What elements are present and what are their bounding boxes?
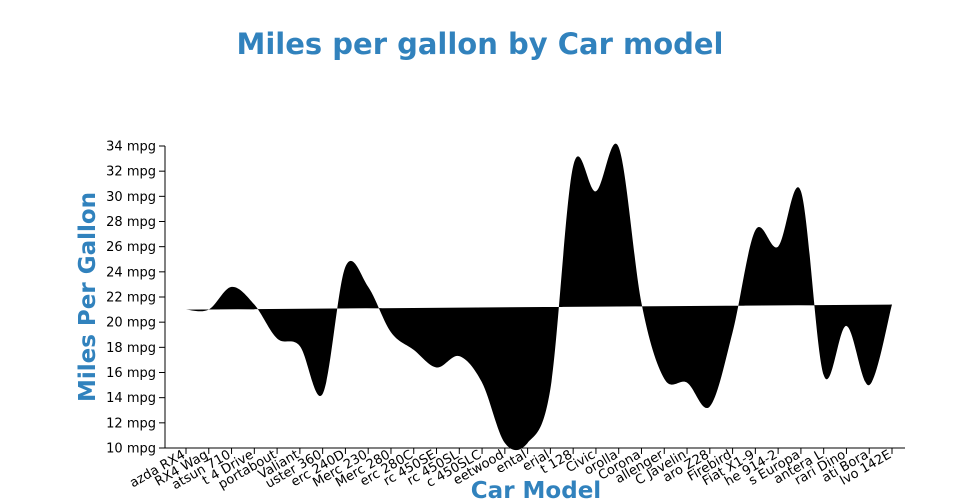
y-axis-title: Miles Per Gallon — [75, 192, 101, 402]
y-tick-label: 26 mpg — [106, 240, 156, 255]
y-tick-label: 16 mpg — [106, 366, 156, 381]
y-tick-label: 12 mpg — [106, 416, 156, 431]
chart-title: Miles per gallon by Car model — [237, 27, 724, 61]
y-tick-label: 10 mpg — [106, 442, 156, 457]
y-tick-label: 14 mpg — [106, 391, 156, 406]
x-axis-title: Car Model — [471, 478, 601, 500]
y-tick-label: 30 mpg — [106, 190, 156, 205]
y-tick-label: 18 mpg — [106, 341, 156, 356]
y-axis: 10 mpg 12 mpg 14 mpg 16 mpg 18 mpg 20 mpg 22 m… — [106, 140, 166, 457]
y-tick-label: 32 mpg — [106, 165, 156, 180]
y-tick-label: 22 mpg — [106, 291, 156, 306]
mpg-area — [186, 143, 892, 451]
y-tick-label: 28 mpg — [106, 215, 156, 230]
plot-area — [186, 143, 892, 451]
y-tick-label: 34 mpg — [106, 140, 156, 155]
y-tick-label: 24 mpg — [106, 265, 156, 280]
y-tick-label: 20 mpg — [106, 316, 156, 331]
